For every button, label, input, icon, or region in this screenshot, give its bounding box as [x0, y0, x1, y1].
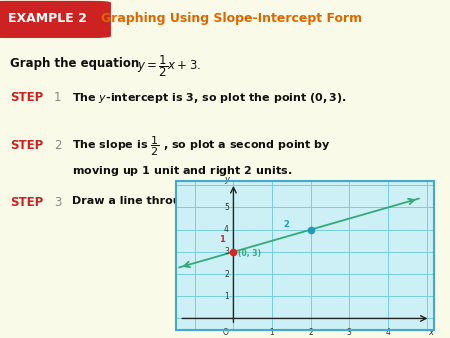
- Text: y: y: [224, 175, 229, 184]
- Text: 1: 1: [54, 91, 62, 104]
- Text: Draw a line through the points.: Draw a line through the points.: [72, 196, 268, 207]
- Text: 2: 2: [284, 220, 289, 230]
- Text: moving up $\mathbf{1}$ unit and right $\mathbf{2}$ units.: moving up $\mathbf{1}$ unit and right $\…: [72, 164, 292, 177]
- Text: $y = \dfrac{1}{2}x + 3.$: $y = \dfrac{1}{2}x + 3.$: [137, 53, 201, 78]
- Text: EXAMPLE 2: EXAMPLE 2: [8, 12, 87, 25]
- Text: O: O: [223, 329, 229, 337]
- Text: 4: 4: [386, 329, 390, 337]
- Text: 1: 1: [270, 329, 274, 337]
- Text: 1: 1: [224, 292, 229, 301]
- Text: (0, 3): (0, 3): [238, 249, 261, 258]
- Text: 1: 1: [219, 235, 225, 244]
- Text: The slope is $\dfrac{1}{2}$ , so plot a second point by: The slope is $\dfrac{1}{2}$ , so plot a …: [72, 135, 331, 158]
- Text: 3: 3: [54, 196, 61, 210]
- Text: x: x: [428, 329, 433, 337]
- Text: Graph the equation: Graph the equation: [10, 57, 144, 70]
- Text: STEP: STEP: [10, 91, 43, 104]
- Text: 2: 2: [54, 139, 62, 151]
- Text: STEP: STEP: [10, 139, 43, 151]
- FancyBboxPatch shape: [0, 2, 110, 37]
- Text: 2: 2: [308, 329, 313, 337]
- Text: 3: 3: [224, 247, 229, 256]
- Text: 4: 4: [224, 225, 229, 234]
- Text: The $y$-intercept is $\mathbf{3}$, so plot the point $\mathbf{(0, 3)}$.: The $y$-intercept is $\mathbf{3}$, so pl…: [72, 91, 347, 105]
- Text: 5: 5: [224, 203, 229, 212]
- Text: STEP: STEP: [10, 196, 43, 210]
- Text: 2: 2: [224, 270, 229, 279]
- Text: Graphing Using Slope-Intercept Form: Graphing Using Slope-Intercept Form: [101, 12, 362, 25]
- Text: 3: 3: [347, 329, 352, 337]
